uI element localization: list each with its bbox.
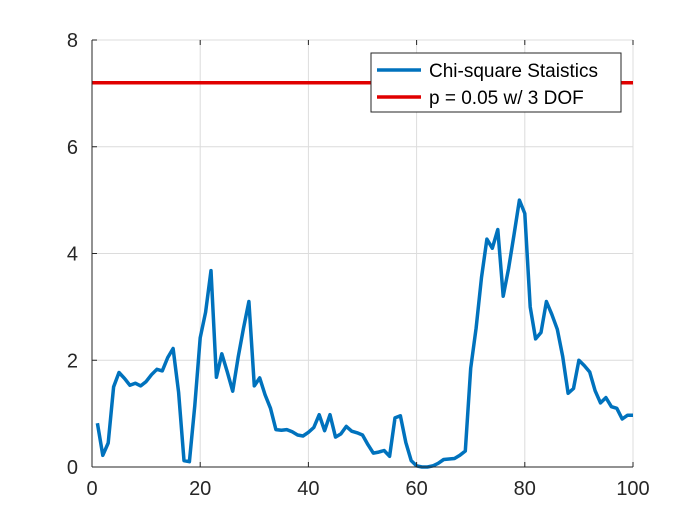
y-tick-label: 0 — [67, 457, 78, 479]
legend-label-threshold: p = 0.05 w/ 3 DOF — [429, 88, 584, 109]
y-tick-label: 2 — [67, 350, 78, 372]
x-tick-label: 60 — [405, 478, 427, 500]
tick-label-layer: 0 20 40 60 80 100 0 2 4 6 8 — [67, 30, 650, 500]
series-line-chi-square — [95, 198, 633, 469]
x-tick-label: 0 — [86, 478, 97, 500]
axes-layer — [91, 39, 634, 468]
x-tick-label: 40 — [297, 478, 319, 500]
x-tick-label: 20 — [189, 478, 211, 500]
x-tick-label: 80 — [514, 478, 536, 500]
legend: Chi-square Staistics p = 0.05 w/ 3 DOF — [370, 52, 622, 113]
y-tick-label: 4 — [67, 244, 78, 266]
y-tick-label: 6 — [67, 137, 78, 159]
legend-box — [370, 52, 622, 113]
legend-label-chi-square: Chi-square Staistics — [429, 61, 598, 82]
x-tick-label: 100 — [616, 478, 649, 500]
grid-layer — [91, 39, 634, 468]
y-tick-label: 8 — [67, 30, 78, 52]
